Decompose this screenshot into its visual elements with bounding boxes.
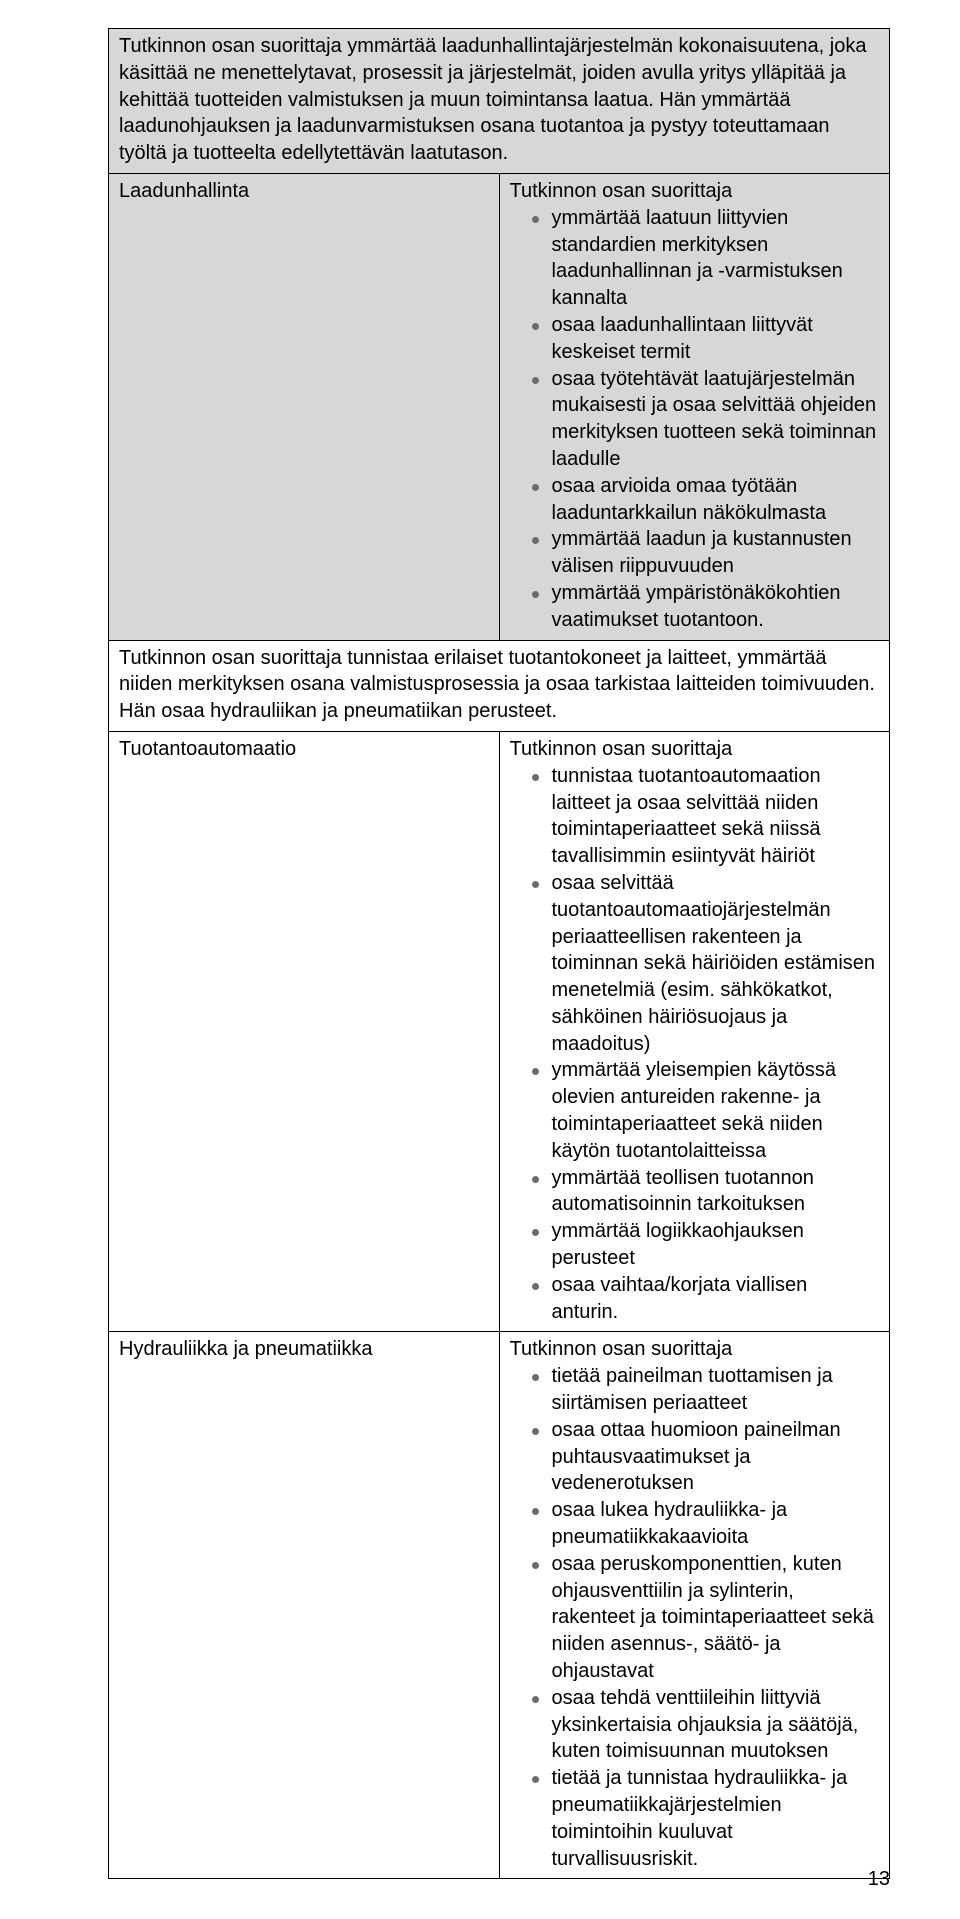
list-item: osaa tehdä venttiileihin liittyviä yksin… [532,1685,880,1765]
list-item: ymmärtää teollisen tuotannon automatisoi… [532,1165,880,1219]
list-item: osaa arvioida omaa työtään laaduntarkkai… [532,473,880,527]
list-item: osaa lukea hydrauliikka- ja pneumatiikka… [532,1497,880,1551]
list-item: ymmärtää yleisempien käytössä olevien an… [532,1057,880,1164]
curriculum-table: Tutkinnon osan suorittaja ymmärtää laadu… [108,28,890,1879]
list-item: tietää ja tunnistaa hydrauliikka- ja pne… [532,1765,880,1872]
list-item: tietää paineilman tuottamisen ja siirtäm… [532,1363,880,1417]
bullet-list: ymmärtää laatuun liittyvien standardien … [510,205,880,634]
section-header-1: Tutkinnon osan suorittaja ymmärtää laadu… [109,29,890,174]
bullet-list: tietää paineilman tuottamisen ja siirtäm… [510,1363,880,1872]
topic-content-hydrauliikka: Tutkinnon osan suorittaja tietää paineil… [499,1332,890,1879]
document-page: Tutkinnon osan suorittaja ymmärtää laadu… [0,0,960,1919]
list-item: osaa vaihtaa/korjata viallisen anturin. [532,1272,880,1326]
topic-label-tuotantoautomaatio: Tuotantoautomaatio [109,731,500,1332]
topic-label-laadunhallinta: Laadunhallinta [109,173,500,640]
intro-text: Tutkinnon osan suorittaja [510,738,733,760]
list-item: osaa selvittää tuotantoautomaatiojärjest… [532,870,880,1058]
list-item: ymmärtää ympäristönäkökohtien vaatimukse… [532,580,880,634]
list-item: osaa ottaa huomioon paineilman puhtausva… [532,1417,880,1497]
section-header-2-text: Tutkinnon osan suorittaja tunnistaa eril… [119,647,875,723]
bullet-list: tunnistaa tuotantoautomaation laitteet j… [510,763,880,1326]
intro-text: Tutkinnon osan suorittaja [510,1338,733,1360]
list-item: osaa työtehtävät laatujärjestelmän mukai… [532,366,880,473]
section-header-2: Tutkinnon osan suorittaja tunnistaa eril… [109,640,890,731]
intro-text: Tutkinnon osan suorittaja [510,180,733,202]
page-number: 13 [868,1868,890,1891]
list-item: tunnistaa tuotantoautomaation laitteet j… [532,763,880,870]
list-item: ymmärtää laatuun liittyvien standardien … [532,205,880,312]
list-item: osaa peruskomponenttien, kuten ohjausven… [532,1551,880,1685]
topic-content-tuotantoautomaatio: Tutkinnon osan suorittaja tunnistaa tuot… [499,731,890,1332]
topic-label-hydrauliikka: Hydrauliikka ja pneumatiikka [109,1332,500,1879]
section-header-1-text: Tutkinnon osan suorittaja ymmärtää laadu… [119,35,866,164]
list-item: osaa laadunhallintaan liittyvät keskeise… [532,312,880,366]
list-item: ymmärtää laadun ja kustannusten välisen … [532,526,880,580]
list-item: ymmärtää logiikkaohjauksen perusteet [532,1218,880,1272]
topic-content-laadunhallinta: Tutkinnon osan suorittaja ymmärtää laatu… [499,173,890,640]
